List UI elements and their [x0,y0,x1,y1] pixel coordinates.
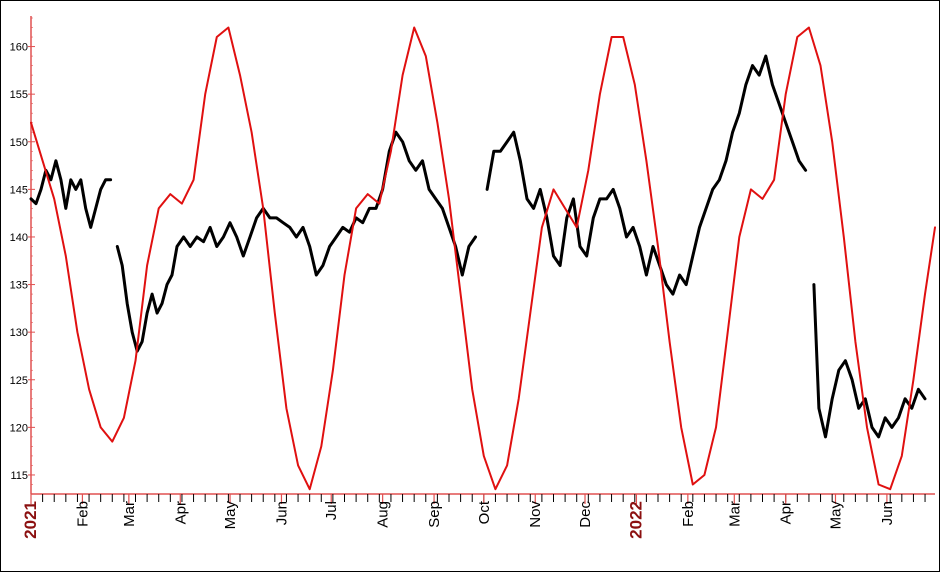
chart-axes [30,16,935,495]
y-tick-label: 150 [10,137,28,149]
cycle-series-line [30,26,936,491]
plot-area [29,26,936,491]
y-tick-label: 145 [10,184,28,196]
price-series-line [29,54,927,439]
x-month-label: Mar [121,501,138,527]
x-month-label: Oct [476,500,493,524]
x-month-label: Dec [577,501,594,528]
x-month-label: Nov [527,501,544,528]
x-month-label: Jun [879,501,896,525]
x-month-label: Aug [375,501,392,528]
y-tick-label: 155 [10,89,28,101]
y-tick-label: 120 [10,422,28,434]
y-tick-label: 125 [10,375,28,387]
y-tick-label: 115 [10,470,28,482]
x-month-label: Feb [680,501,697,527]
y-tick-label: 130 [10,327,28,339]
x-year-label: 2022 [626,501,645,539]
x-month-label: Feb [74,501,91,527]
x-month-label: May [222,501,239,530]
y-tick-label: 140 [10,232,28,244]
x-month-label: Apr [172,501,189,524]
x-axis-ticks: 2021 Feb Mar Apr May Jun Jul Aug Sep Oct Nov Dec 202… [21,494,926,539]
x-month-label: Jun [273,501,290,525]
x-month-label: Mar [726,501,743,527]
x-year-label: 2021 [21,501,40,539]
y-axis-ticks: 115 120 125 130 135 140 145 150 155 160 [10,17,35,495]
x-month-label: Jul [323,501,340,520]
x-month-label: Apr [778,501,795,524]
y-tick-label: 160 [10,42,28,54]
x-month-label: Sep [426,501,443,528]
x-month-label: May [827,501,844,530]
y-tick-label: 135 [10,280,28,292]
